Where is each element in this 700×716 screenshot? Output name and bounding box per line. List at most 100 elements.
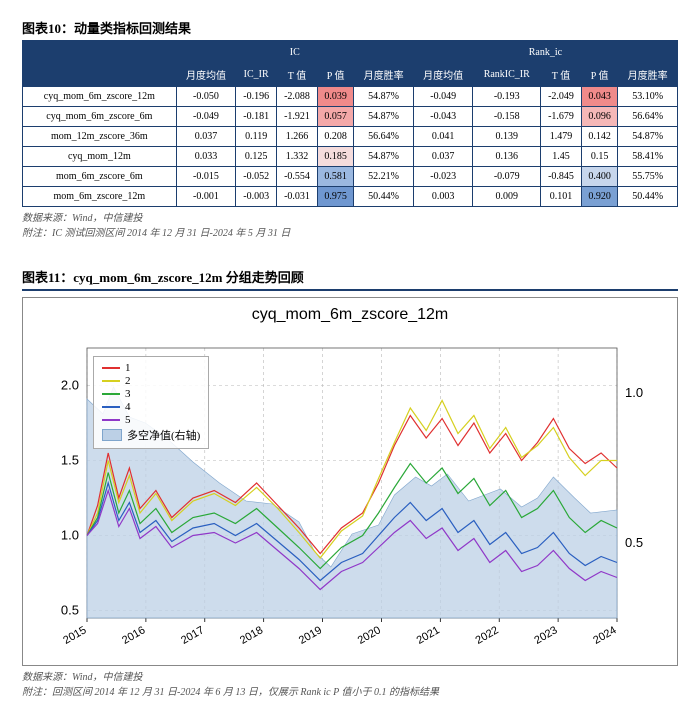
table-cell: -1.679 [541,107,582,127]
table-cell: 0.139 [473,127,541,147]
table-cell: 0.581 [317,167,353,187]
table-row: cyq_mom_6m_zscore_12m-0.050-0.196-2.0880… [23,87,678,107]
table-cell: 50.44% [354,187,414,207]
table-cell: -0.193 [473,87,541,107]
table-cell: 1.332 [277,147,318,167]
table-cell: 54.87% [354,147,414,167]
table-row: mom_6m_zscore_12m-0.001-0.003-0.0310.975… [23,187,678,207]
legend-item: 3 [102,388,200,400]
table-cell: -0.158 [473,107,541,127]
table10-subheader: 月度均值 [413,63,473,87]
legend-swatch [102,419,120,421]
svg-text:2022: 2022 [474,624,501,647]
table10-subheader: P 值 [317,63,353,87]
table-cell: -0.079 [473,167,541,187]
legend-swatch [102,429,122,441]
table-cell: 0.208 [317,127,353,147]
table10-subheader: 月度胜率 [618,63,678,87]
table-cell: 0.975 [317,187,353,207]
table10-subheader: RankIC_IR [473,63,541,87]
table-row: mom_12m_zscore_36m0.0370.1191.2660.20856… [23,127,678,147]
legend-label: 2 [125,375,131,387]
table-cell: -0.050 [176,87,236,107]
legend-label: 1 [125,362,131,374]
chart11-container: cyq_mom_6m_zscore_12m 0.51.01.52.00.51.0… [22,297,678,666]
table-cell: -0.015 [176,167,236,187]
table-cell: 50.44% [618,187,678,207]
table-cell: 0.043 [581,87,617,107]
table10-subheader: 月度均值 [176,63,236,87]
svg-text:0.5: 0.5 [625,535,643,550]
table-cell: 53.10% [618,87,678,107]
legend-swatch [102,406,120,408]
table-cell: 52.21% [354,167,414,187]
chart11-title: 图表11：cyq_mom_6m_zscore_12m 分组走势回顾 [22,267,678,291]
legend-item: 2 [102,375,200,387]
chart11-legend: 12345多空净值(右轴) [93,356,209,449]
table-cell: 58.41% [618,147,678,167]
table-cell: -2.049 [541,87,582,107]
legend-swatch [102,380,120,382]
legend-item: 1 [102,362,200,374]
table-cell: -0.181 [236,107,277,127]
group-header-ic: IC [176,43,413,63]
table-cell: 0.039 [317,87,353,107]
table10-source: 数据来源：Wind，中信建投 [22,209,678,224]
table-cell: -0.023 [413,167,473,187]
table-cell: -0.001 [176,187,236,207]
svg-text:2023: 2023 [532,624,559,647]
table10-subheader: P 值 [581,63,617,87]
legend-swatch [102,393,120,395]
table-cell: 54.87% [354,87,414,107]
table-cell: 0.920 [581,187,617,207]
legend-label: 4 [125,401,131,413]
table-cell: -0.196 [236,87,277,107]
svg-text:1.5: 1.5 [61,453,79,468]
table-cell: 56.64% [354,127,414,147]
table-cell: 0.033 [176,147,236,167]
table-cell: 0.037 [413,147,473,167]
table-cell: -0.031 [277,187,318,207]
table-cell: 1.266 [277,127,318,147]
svg-text:2016: 2016 [120,624,147,647]
svg-text:2024: 2024 [591,624,618,647]
table10-head: IC Rank_ic 月度均值IC_IRT 值P 值月度胜率月度均值RankIC… [23,43,678,87]
table-cell: 1.45 [541,147,582,167]
table-cell: 0.136 [473,147,541,167]
row-name: mom_6m_zscore_12m [23,187,177,207]
table10-body: cyq_mom_6m_zscore_12m-0.050-0.196-2.0880… [23,87,678,207]
table-row: cyq_mom_12m0.0330.1251.3320.18554.87%0.0… [23,147,678,167]
table-cell: -0.049 [176,107,236,127]
table-cell: -0.554 [277,167,318,187]
table-cell: 0.096 [581,107,617,127]
table-cell: -0.845 [541,167,582,187]
table-cell: 0.400 [581,167,617,187]
table-cell: 0.142 [581,127,617,147]
table-cell: -2.088 [277,87,318,107]
table-cell: 1.479 [541,127,582,147]
svg-text:2020: 2020 [356,624,383,647]
row-name: cyq_mom_12m [23,147,177,167]
table-cell: -1.921 [277,107,318,127]
table-cell: -0.052 [236,167,277,187]
table-cell: 0.185 [317,147,353,167]
table-cell: 0.003 [413,187,473,207]
svg-text:2018: 2018 [238,624,265,647]
blank-header [23,43,177,87]
row-name: cyq_mom_6m_zscore_6m [23,107,177,127]
table-cell: 0.057 [317,107,353,127]
table-cell: 0.041 [413,127,473,147]
svg-text:2021: 2021 [415,624,442,647]
table-cell: 56.64% [618,107,678,127]
chart11-inner-title: cyq_mom_6m_zscore_12m [37,306,663,324]
table10-subheader: T 值 [541,63,582,87]
table-cell: 0.119 [236,127,277,147]
table-cell: 0.15 [581,147,617,167]
table-cell: 54.87% [354,107,414,127]
table-cell: -0.043 [413,107,473,127]
table-cell: -0.003 [236,187,277,207]
legend-item: 多空净值(右轴) [102,427,200,443]
table-cell: 0.125 [236,147,277,167]
table-cell: 0.037 [176,127,236,147]
table-row: cyq_mom_6m_zscore_6m-0.049-0.181-1.9210.… [23,107,678,127]
